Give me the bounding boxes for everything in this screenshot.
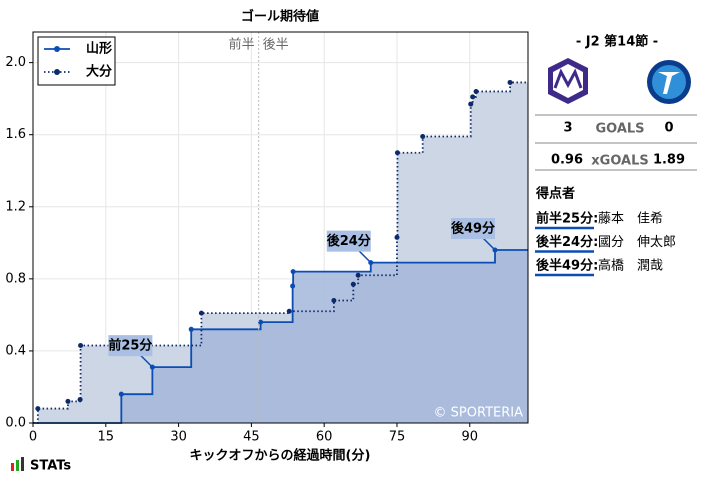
point bbox=[290, 269, 296, 275]
x-tick-label: 30 bbox=[170, 430, 187, 445]
y-tick-label: 0.0 bbox=[5, 416, 26, 431]
legend-marker bbox=[54, 46, 60, 52]
point bbox=[198, 310, 204, 316]
point bbox=[355, 272, 361, 278]
brand-name: STATs bbox=[30, 459, 71, 474]
legend-marker bbox=[54, 69, 60, 75]
scorer-name: 國分 伸太郎 bbox=[598, 235, 676, 250]
y-tick-label: 0.8 bbox=[5, 271, 26, 286]
home-xg: 0.96 bbox=[551, 153, 583, 168]
scorer-name: 高橋 潤哉 bbox=[598, 258, 663, 274]
away-goals: 0 bbox=[664, 121, 673, 136]
x-tick-label: 45 bbox=[243, 430, 260, 445]
y-tick-label: 0.4 bbox=[5, 343, 26, 358]
point bbox=[507, 79, 513, 85]
point bbox=[394, 234, 400, 240]
home-goals: 3 bbox=[563, 121, 572, 136]
chart-title: ゴール期待値 bbox=[241, 9, 319, 25]
away-xg: 1.89 bbox=[653, 153, 685, 168]
scorer-name: 藤本 佳希 bbox=[598, 212, 663, 227]
point bbox=[470, 94, 476, 100]
point bbox=[331, 297, 337, 303]
point bbox=[286, 308, 292, 314]
point bbox=[188, 326, 194, 332]
credit: © SPORTERIA bbox=[434, 406, 524, 421]
point bbox=[65, 398, 71, 404]
xg-label: xGOALS bbox=[591, 154, 648, 169]
goals-label: GOALS bbox=[595, 122, 644, 137]
plot-frame bbox=[32, 31, 529, 424]
point bbox=[118, 391, 124, 397]
annotation-box bbox=[451, 218, 495, 240]
x-tick-label: 90 bbox=[461, 430, 478, 445]
halftime-label: 後半 bbox=[263, 38, 289, 53]
legend bbox=[37, 36, 116, 86]
x-tick-label: 75 bbox=[389, 430, 406, 445]
x-tick-label: 15 bbox=[98, 430, 115, 445]
annotation-label: 後49分 bbox=[451, 221, 495, 237]
annotation-box bbox=[326, 230, 371, 252]
line bbox=[33, 249, 528, 424]
point bbox=[35, 406, 41, 412]
x-axis-label: キックオフからの経過時間(分) bbox=[190, 448, 371, 464]
annotation-label: 後24分 bbox=[327, 233, 371, 249]
point bbox=[290, 283, 296, 289]
scorer-time: 後半24分: bbox=[536, 234, 598, 250]
legend-label: 大分 bbox=[86, 64, 112, 80]
round: - J2 第14節 - bbox=[576, 34, 658, 50]
scorers-title: 得点者 bbox=[535, 186, 575, 202]
point bbox=[78, 343, 84, 349]
legend-label: 山形 bbox=[86, 41, 112, 57]
point bbox=[258, 319, 264, 325]
x-tick-label: 60 bbox=[316, 430, 333, 445]
annotation-label: 前25分 bbox=[108, 338, 152, 354]
point bbox=[420, 134, 426, 140]
y-tick-label: 1.2 bbox=[5, 199, 26, 214]
area bbox=[33, 250, 528, 423]
point bbox=[77, 397, 83, 403]
point bbox=[468, 101, 474, 107]
y-tick-label: 2.0 bbox=[5, 55, 26, 70]
y-tick-label: 1.6 bbox=[5, 127, 26, 142]
brand-logo bbox=[11, 457, 24, 471]
x-tick-label: 0 bbox=[29, 430, 37, 445]
halftime-label: 前半 bbox=[229, 37, 255, 53]
home-logo bbox=[548, 58, 588, 104]
point bbox=[350, 281, 356, 287]
point bbox=[473, 88, 479, 94]
annotation-box bbox=[108, 335, 153, 357]
scorer-time: 後半49分: bbox=[536, 258, 598, 274]
point bbox=[394, 150, 400, 156]
away-logo bbox=[647, 60, 691, 104]
scorer-time: 前半25分: bbox=[536, 211, 598, 227]
